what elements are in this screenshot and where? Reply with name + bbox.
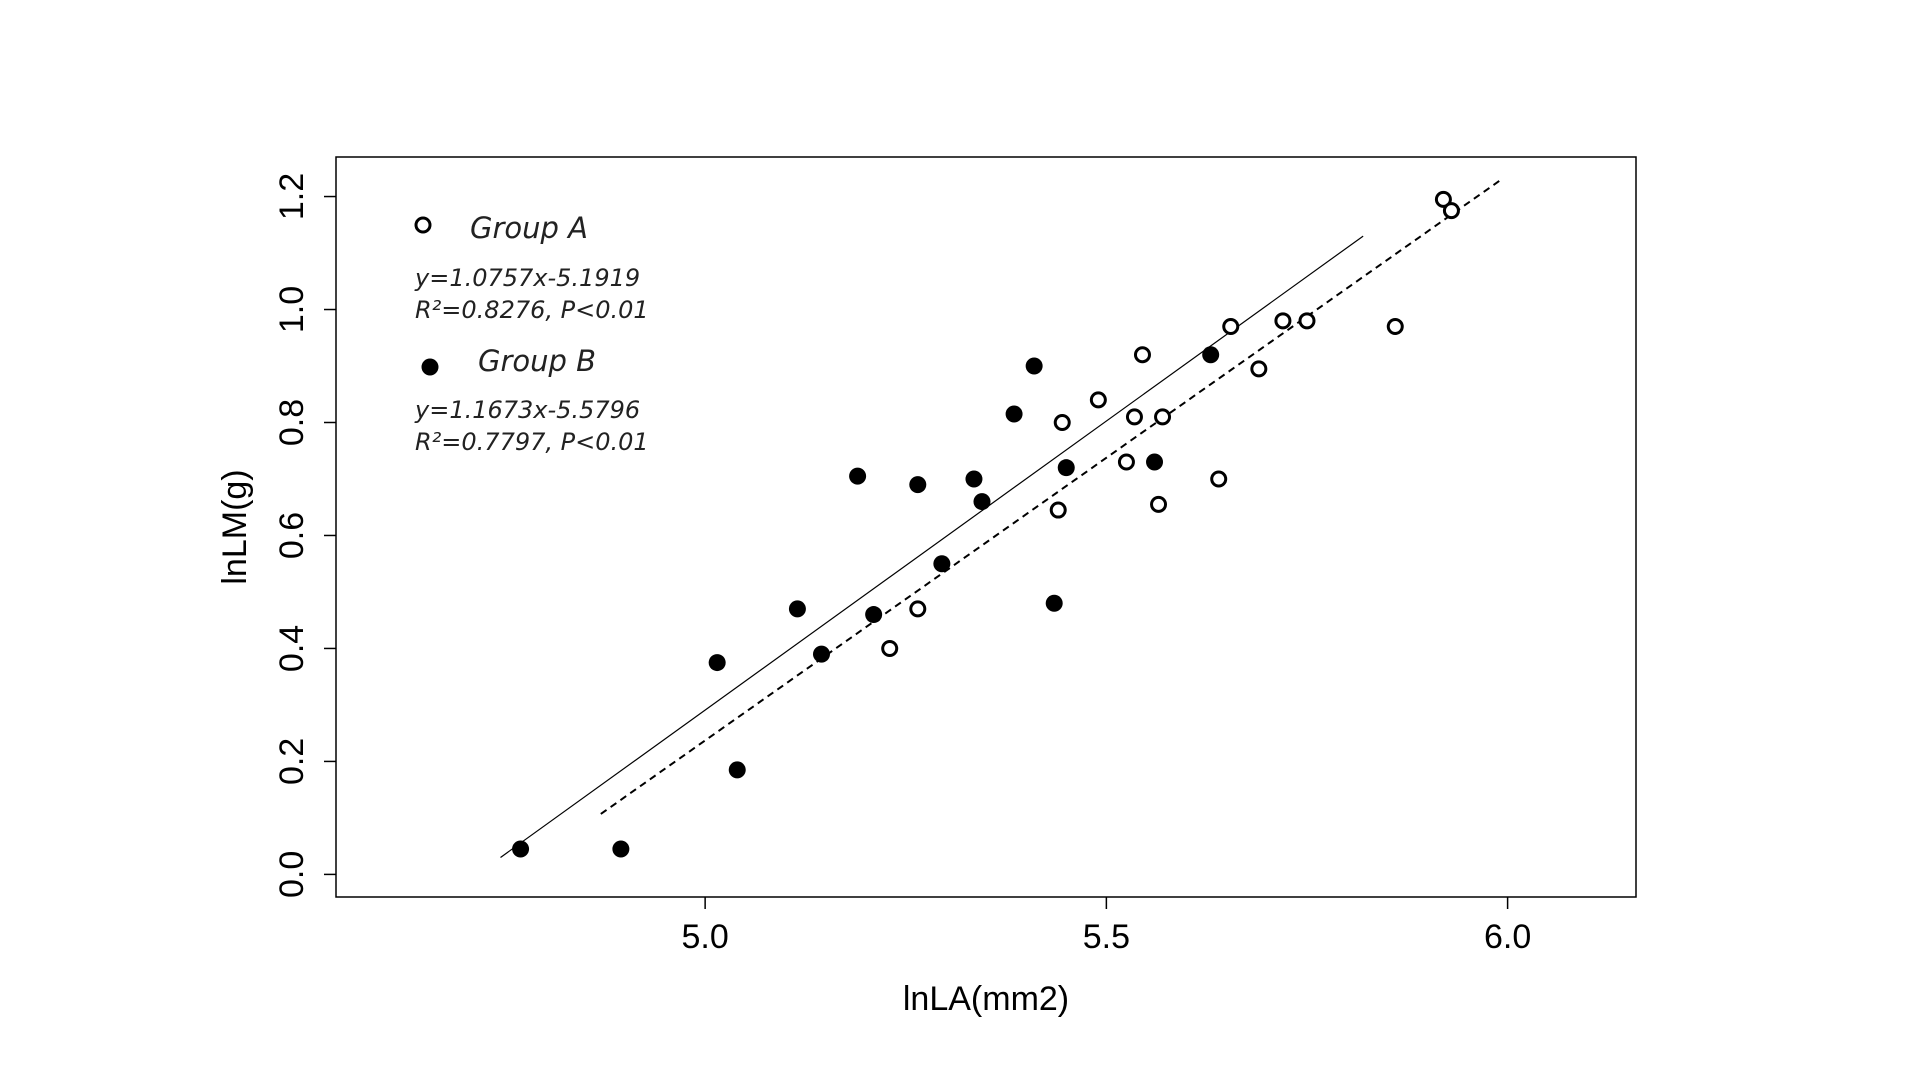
stats-group-a: R²=0.8276, P<0.01 (415, 296, 649, 324)
data-point-group-a (1117, 453, 1135, 471)
legend: Group A y=1.0757x-5.1919 R²=0.8276, P<0.… (414, 211, 649, 456)
data-point-group-b (1025, 357, 1043, 375)
data-point-group-a (1210, 470, 1228, 488)
legend-marker-group-a (414, 216, 432, 234)
data-point-group-a (1274, 312, 1292, 330)
data-point-group-a (1150, 495, 1168, 513)
data-point-group-b (1202, 346, 1220, 364)
y-axis-title: lnLM(g) (216, 469, 254, 584)
data-point-group-b (849, 467, 867, 485)
y-tick-label: 0.8 (273, 399, 311, 446)
data-point-group-b (933, 555, 951, 573)
legend-label-group-a: Group A (470, 211, 588, 245)
data-point-group-b (728, 761, 746, 779)
data-point-group-b (865, 606, 883, 624)
y-tick-label: 0.2 (273, 738, 311, 785)
x-tick-label: 6.0 (1484, 918, 1531, 956)
data-point-group-a (1250, 360, 1268, 378)
fit-line-group-b (500, 235, 1364, 858)
data-point-group-b (1146, 453, 1164, 471)
plot-frame (335, 156, 1637, 898)
y-tick-label: 0.0 (273, 851, 311, 898)
data-point-group-b (612, 840, 630, 858)
x-tick-label: 5.0 (682, 918, 729, 956)
data-point-group-a (1089, 391, 1107, 409)
data-point-group-b (965, 470, 983, 488)
data-point-group-a (1133, 346, 1151, 364)
x-tick-label: 5.5 (1083, 918, 1130, 956)
x-axis: 5.0 5.5 6.0 (682, 897, 1531, 956)
data-point-group-b (1005, 405, 1023, 423)
equation-group-b: y=1.1673x-5.5796 (414, 396, 640, 424)
data-points (512, 190, 1460, 858)
data-point-group-b (909, 476, 927, 494)
data-point-group-a (1222, 317, 1240, 335)
data-point-group-b (1057, 459, 1075, 477)
y-tick-label: 0.4 (273, 625, 311, 672)
data-point-group-a (1386, 317, 1404, 335)
data-point-group-a (1154, 408, 1172, 426)
data-point-group-b (1045, 594, 1063, 612)
data-point-group-a (1125, 408, 1143, 426)
stats-group-b: R²=0.7797, P<0.01 (415, 428, 649, 456)
y-tick-label: 1.0 (273, 286, 311, 333)
data-point-group-a (881, 639, 899, 657)
y-tick-label: 1.2 (273, 173, 311, 220)
data-point-group-b (708, 654, 726, 672)
equation-group-a: y=1.0757x-5.1919 (414, 264, 640, 292)
y-tick-label: 0.6 (273, 512, 311, 559)
data-point-group-b (812, 645, 830, 663)
legend-marker-group-b (421, 358, 439, 376)
data-point-group-b (973, 493, 991, 511)
data-point-group-b (788, 600, 806, 618)
regression-lines (500, 179, 1501, 858)
data-point-group-a (909, 600, 927, 618)
y-axis: 0.0 0.2 0.4 0.6 0.8 1.0 1.2 (273, 173, 336, 898)
x-axis-title: lnLA(mm2) (903, 980, 1069, 1018)
legend-label-group-b: Group B (478, 344, 596, 378)
data-point-group-a (1298, 312, 1316, 330)
data-point-group-a (1434, 190, 1452, 208)
data-point-group-a (1442, 202, 1460, 220)
fit-line-group-a (600, 179, 1501, 815)
data-point-group-b (512, 840, 530, 858)
data-point-group-a (1049, 501, 1067, 519)
data-point-group-a (1053, 413, 1071, 431)
